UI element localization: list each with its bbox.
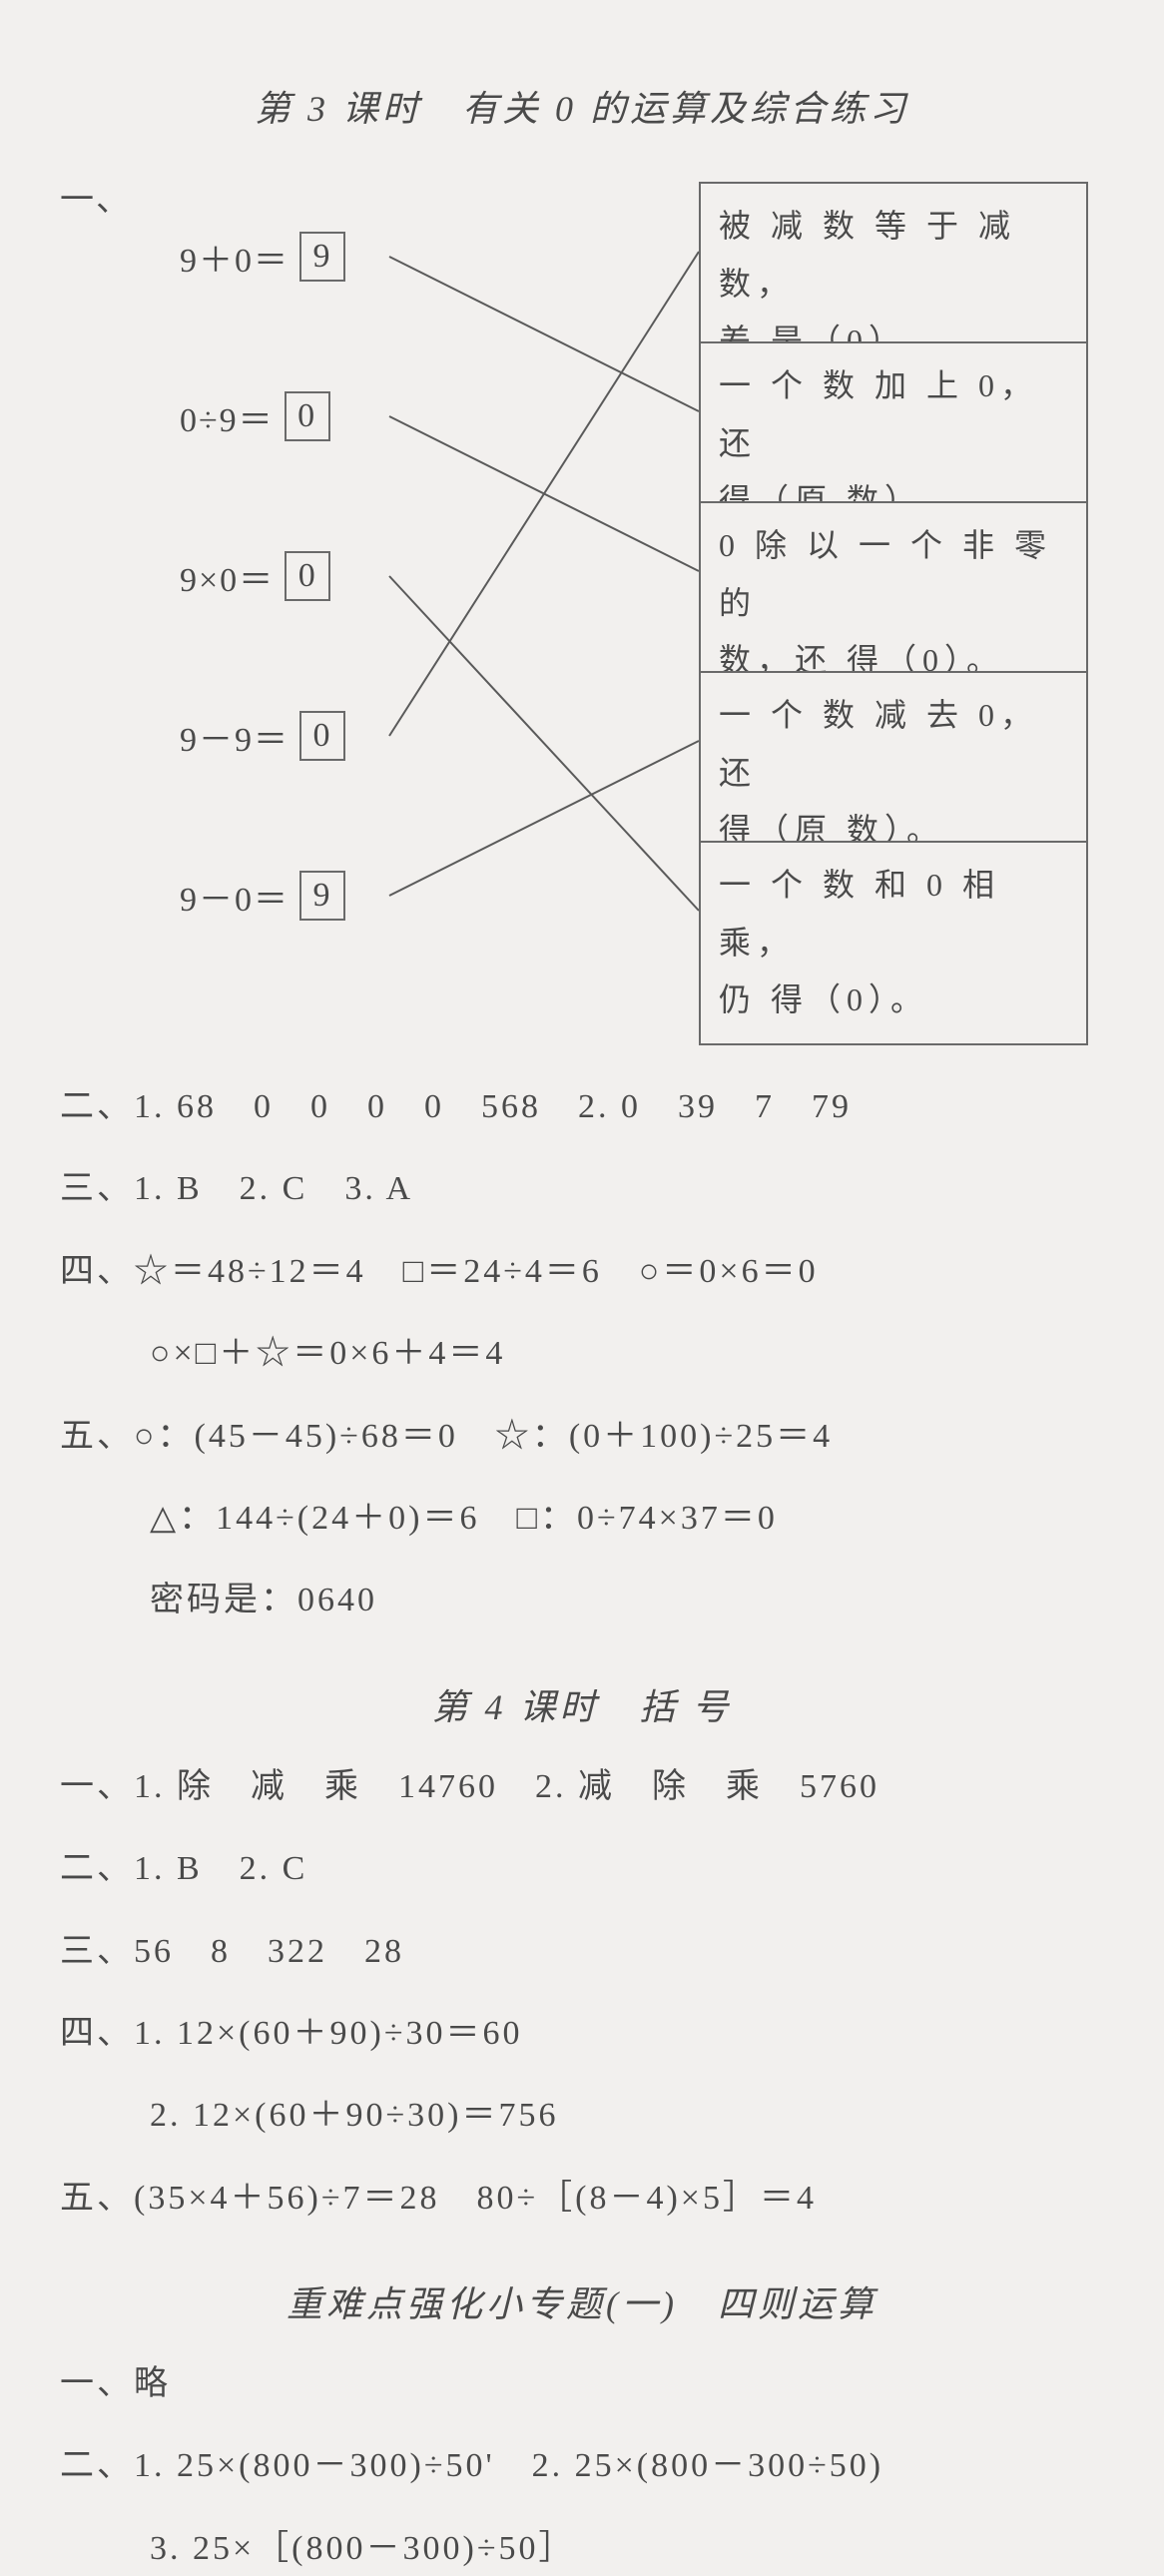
section5-row3: 密码是：0640 bbox=[60, 1574, 1104, 1627]
sp-section1: 一、略 bbox=[60, 2357, 1104, 2411]
equation: 9－0＝ 9 bbox=[180, 871, 345, 921]
section4-row2: ○×□＋☆＝0×6＋4＝4 bbox=[60, 1327, 1104, 1381]
equation-lhs: 9－0＝ bbox=[180, 872, 290, 921]
l4-section2: 二、1. B 2. C bbox=[60, 1842, 1104, 1896]
sp-section2-row2: 3. 25×［(800－300)÷50］ bbox=[60, 2522, 1104, 2576]
rule-line: 一 个 数 和 0 相 乘， bbox=[719, 857, 1068, 971]
equation: 9＋0＝ 9 bbox=[180, 232, 345, 282]
answer-box: 0 bbox=[285, 391, 330, 441]
answer-box: 9 bbox=[299, 871, 345, 921]
section5-row1: 五、○：(45－45)÷68＝0 ☆：(0＋100)÷25＝4 bbox=[60, 1410, 1104, 1464]
special-title: 重难点强化小专题(一) 四则运算 bbox=[60, 2275, 1104, 2327]
equation-lhs: 0÷9＝ bbox=[180, 392, 275, 441]
match-line bbox=[389, 252, 699, 736]
equation-lhs: 9－9＝ bbox=[180, 712, 290, 761]
rule-box: 一 个 数 和 0 相 乘， 仍 得（0）。 bbox=[699, 841, 1088, 1045]
section3-row: 三、1. B 2. C 3. A bbox=[60, 1162, 1104, 1216]
answer-box: 9 bbox=[299, 232, 345, 282]
equation: 0÷9＝ 0 bbox=[180, 391, 330, 441]
lesson4-title: 第 4 课时 括 号 bbox=[60, 1678, 1104, 1730]
match-line bbox=[389, 741, 699, 896]
answer-box: 0 bbox=[285, 551, 330, 601]
l4-section5: 五、(35×4＋56)÷7＝28 80÷［(8－4)×5］＝4 bbox=[60, 2172, 1104, 2226]
rule-line: 0 除 以 一 个 非 零 的 bbox=[719, 517, 1068, 632]
section5-row2: △：144÷(24＋0)＝6 □：0÷74×37＝0 bbox=[60, 1492, 1104, 1546]
section1-label: 一、 bbox=[60, 172, 132, 221]
match-line bbox=[389, 257, 699, 411]
section2-row: 二、1. 68 0 0 0 0 568 2. 0 39 7 79 bbox=[60, 1080, 1104, 1134]
sp-section2-row1: 二、1. 25×(800－300)÷50' 2. 25×(800－300÷50) bbox=[60, 2439, 1104, 2493]
equation-lhs: 9＋0＝ bbox=[180, 233, 290, 282]
matching-exercise: 一、 9＋0＝ 9 0÷9＝ 0 9×0＝ 0 9－9＝ 0 9－0＝ 9 被 … bbox=[60, 172, 1104, 1050]
lesson3-title: 第 3 课时 有关 0 的运算及综合练习 bbox=[60, 80, 1104, 132]
match-line bbox=[389, 416, 699, 571]
section4-row1: 四、☆＝48÷12＝4 □＝24÷4＝6 ○＝0×6＝0 bbox=[60, 1245, 1104, 1299]
l4-section3: 三、56 8 322 28 bbox=[60, 1925, 1104, 1979]
rule-line: 仍 得（0）。 bbox=[719, 971, 1068, 1029]
equation: 9－9＝ 0 bbox=[180, 711, 345, 761]
match-line bbox=[389, 576, 699, 911]
l4-section4-row2: 2. 12×(60＋90÷30)＝756 bbox=[60, 2089, 1104, 2143]
l4-section1: 一、1. 除 减 乘 14760 2. 减 除 乘 5760 bbox=[60, 1760, 1104, 1814]
rule-line: 一 个 数 减 去 0，还 bbox=[719, 687, 1068, 802]
answer-box: 0 bbox=[299, 711, 345, 761]
l4-section4-row1: 四、1. 12×(60＋90)÷30＝60 bbox=[60, 2007, 1104, 2061]
equation: 9×0＝ 0 bbox=[180, 551, 330, 601]
rule-line: 一 个 数 加 上 0，还 bbox=[719, 357, 1068, 472]
equation-lhs: 9×0＝ bbox=[180, 552, 275, 601]
rule-line: 被 减 数 等 于 减 数， bbox=[719, 198, 1068, 313]
